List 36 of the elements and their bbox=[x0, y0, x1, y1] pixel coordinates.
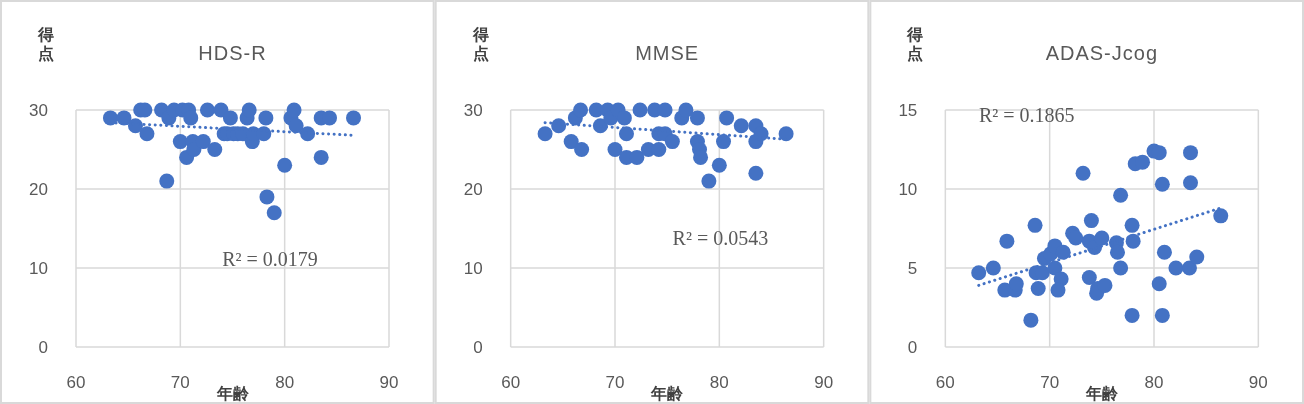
chart-title: ADAS-Jcog bbox=[1045, 42, 1159, 64]
x-axis-title: 年齢 bbox=[650, 385, 685, 402]
y-tick-label: 10 bbox=[898, 180, 918, 199]
chart-title: MMSE bbox=[635, 42, 700, 64]
x-axis-title: 年齢 bbox=[1084, 385, 1119, 402]
x-tick-label: 80 bbox=[1144, 373, 1164, 392]
x-tick-label: 80 bbox=[709, 373, 729, 392]
x-tick-label: 90 bbox=[379, 373, 399, 392]
annotation: R² = 0.1865 bbox=[978, 103, 1075, 126]
y-tick-label: 0 bbox=[473, 338, 483, 357]
annotation: R² = 0.0543 bbox=[672, 227, 769, 250]
y-tick-label: 30 bbox=[29, 101, 48, 120]
x-tick-label: 70 bbox=[605, 373, 625, 392]
x-tick-label: 60 bbox=[935, 373, 955, 392]
chart-title: HDS-R bbox=[198, 42, 267, 64]
y-axis-title: 得点 bbox=[471, 26, 489, 63]
x-tick-label: 60 bbox=[66, 373, 86, 392]
y-tick-label: 20 bbox=[29, 180, 48, 199]
x-tick-label: 60 bbox=[501, 373, 521, 392]
y-tick-label: 10 bbox=[29, 259, 48, 278]
y-tick-label: 15 bbox=[898, 101, 918, 120]
y-tick-label: 0 bbox=[907, 338, 918, 357]
y-tick-label: 10 bbox=[463, 259, 483, 278]
y-tick-label: 20 bbox=[463, 180, 483, 199]
y-tick-label: 5 bbox=[907, 259, 918, 278]
x-tick-label: 70 bbox=[170, 373, 190, 392]
y-axis-title: 得点 bbox=[906, 26, 924, 63]
x-tick-label: 90 bbox=[1248, 373, 1268, 392]
y-axis-title: 得点 bbox=[37, 26, 54, 63]
x-axis-title: 年齢 bbox=[215, 385, 250, 402]
y-tick-label: 0 bbox=[38, 338, 48, 357]
x-tick-label: 90 bbox=[814, 373, 834, 392]
x-tick-label: 70 bbox=[1040, 373, 1060, 392]
annotation: R² = 0.0179 bbox=[222, 248, 318, 271]
y-tick-label: 30 bbox=[463, 101, 483, 120]
x-tick-label: 80 bbox=[275, 373, 295, 392]
